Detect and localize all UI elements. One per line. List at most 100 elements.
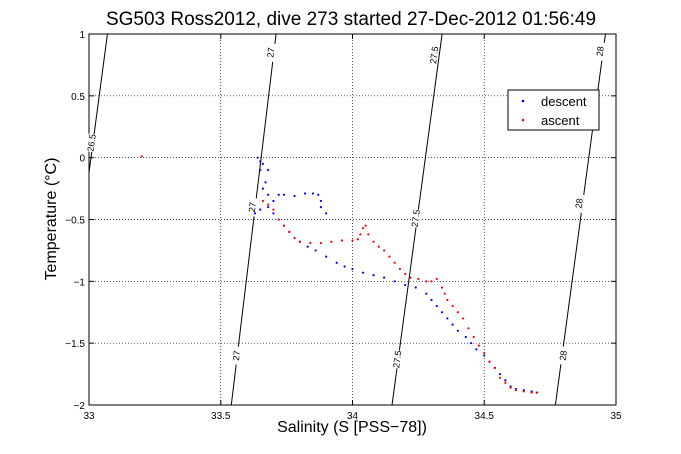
ascent-point bbox=[340, 239, 344, 242]
ascent-point bbox=[514, 389, 517, 392]
legend: descent ascent bbox=[507, 89, 600, 131]
y-axis-label: Temperature (°C) bbox=[43, 158, 60, 281]
contour-label: 27.5 bbox=[428, 46, 440, 65]
descent-point bbox=[314, 249, 317, 252]
ascent-point bbox=[425, 280, 428, 283]
ascent-point bbox=[456, 311, 459, 314]
descent-point bbox=[253, 212, 257, 215]
ascent-point bbox=[398, 267, 402, 271]
chart-title: SG503 Ross2012, dive 273 started 27-Dec-… bbox=[106, 9, 596, 30]
ascent-point bbox=[435, 277, 438, 280]
descent-point bbox=[343, 265, 346, 268]
descent-point bbox=[261, 162, 265, 165]
contour-label: 28 bbox=[573, 198, 584, 209]
descent-point bbox=[293, 194, 296, 198]
ascent-point bbox=[293, 236, 296, 240]
descent-point bbox=[267, 168, 270, 172]
ascent-point bbox=[440, 286, 444, 289]
y-tick-label: −0.5 bbox=[65, 216, 85, 227]
ascent-point bbox=[277, 218, 280, 221]
descent-point bbox=[446, 317, 449, 320]
descent-point bbox=[351, 267, 354, 271]
descent-point bbox=[451, 323, 454, 326]
ascent-point bbox=[351, 239, 354, 242]
ascent-point bbox=[404, 272, 407, 276]
ascent-point bbox=[367, 233, 370, 236]
descent-point bbox=[361, 271, 365, 274]
descent-point bbox=[282, 193, 286, 196]
ascent-point bbox=[509, 386, 512, 389]
ascent-point bbox=[530, 391, 533, 394]
ascent-point bbox=[282, 224, 286, 227]
density-contour-line bbox=[230, 33, 277, 406]
ascent-point bbox=[361, 227, 365, 230]
descent-point bbox=[383, 276, 386, 279]
descent-point bbox=[335, 261, 338, 264]
contour-label-gap bbox=[595, 41, 606, 61]
descent-point bbox=[256, 156, 259, 159]
descent-point bbox=[317, 193, 320, 196]
x-axis-label: Salinity (S [PSS−78]) bbox=[277, 419, 427, 436]
descent-point bbox=[259, 168, 262, 172]
contour-label: 27 bbox=[231, 350, 242, 361]
ascent-point bbox=[462, 317, 465, 320]
legend-label-descent: descent bbox=[541, 94, 587, 109]
ascent-point bbox=[535, 391, 539, 394]
descent-point bbox=[456, 329, 459, 332]
ascent-point bbox=[288, 230, 291, 233]
descent-point bbox=[325, 212, 328, 215]
y-tick-label: 0.5 bbox=[71, 92, 85, 103]
descent-point bbox=[483, 354, 486, 357]
descent-point bbox=[475, 348, 478, 351]
descent-point bbox=[430, 298, 433, 301]
ascent-point bbox=[522, 390, 525, 393]
descent-point bbox=[440, 311, 444, 314]
ascent-point bbox=[451, 304, 454, 308]
descent-point bbox=[435, 304, 438, 308]
legend-box bbox=[507, 89, 600, 131]
ascent-point bbox=[261, 199, 265, 203]
descent-point bbox=[277, 193, 280, 196]
descent-point bbox=[498, 372, 502, 376]
y-tick-label: −1 bbox=[74, 277, 86, 288]
ascent-point bbox=[409, 276, 412, 279]
descent-point bbox=[372, 274, 375, 277]
ascent-point bbox=[272, 208, 275, 211]
descent-point bbox=[306, 245, 309, 248]
descent-point bbox=[267, 206, 270, 209]
contour-label-gap bbox=[392, 349, 403, 369]
axis-ticks: 33 33.5 34 34.5 35 −2 −1.5 −1 −0.5 0 0.5 1 bbox=[65, 30, 622, 422]
ascent-point bbox=[430, 280, 433, 283]
ascent-point bbox=[483, 351, 486, 355]
ascent-point bbox=[393, 261, 396, 264]
descent-point bbox=[303, 192, 307, 195]
descent-point bbox=[319, 206, 322, 209]
contour-label: 27.5 bbox=[410, 209, 422, 228]
x-tick-label: 33.5 bbox=[211, 411, 231, 422]
ascent-point bbox=[493, 366, 496, 369]
grid bbox=[89, 34, 616, 405]
x-tick-label: 34 bbox=[347, 411, 359, 422]
descent-point bbox=[272, 199, 275, 203]
ascent-point bbox=[477, 344, 481, 347]
descent-point bbox=[464, 335, 467, 339]
descent-point bbox=[393, 280, 396, 283]
contour-label: 27.5 bbox=[391, 350, 403, 369]
ascent-point bbox=[356, 238, 359, 241]
y-tick-label: −1.5 bbox=[65, 339, 85, 350]
descent-point bbox=[259, 208, 262, 211]
ascent-point bbox=[467, 327, 470, 330]
ascent-point bbox=[417, 277, 420, 280]
descent-point bbox=[319, 199, 322, 203]
descent-point bbox=[414, 286, 417, 289]
ascent-point bbox=[498, 376, 502, 379]
contour-label: 28 bbox=[595, 46, 606, 57]
ascent-point bbox=[488, 360, 491, 363]
x-tick-label: 34.5 bbox=[475, 411, 495, 422]
legend-marker-descent bbox=[521, 99, 525, 103]
contour-label-gap bbox=[86, 133, 97, 153]
ascent-point bbox=[446, 298, 449, 301]
y-tick-label: 1 bbox=[79, 30, 85, 41]
legend-marker-ascent bbox=[521, 118, 525, 122]
descent-point bbox=[425, 292, 428, 295]
